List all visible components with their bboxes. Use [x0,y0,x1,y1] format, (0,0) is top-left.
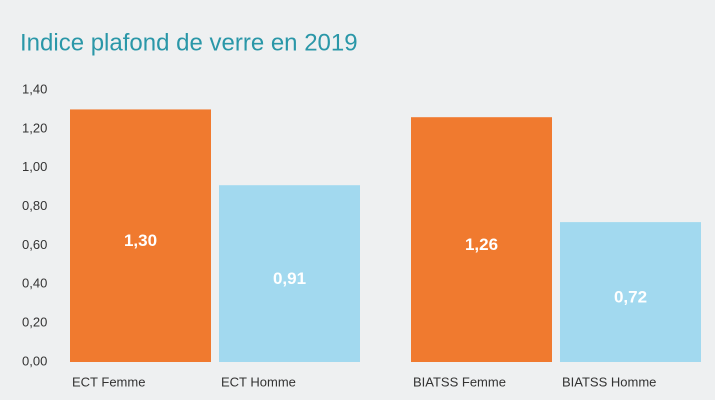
x-tick-label: BIATSS Femme [413,374,506,389]
y-tick-label: 0,00 [22,353,47,368]
bar [411,117,552,362]
x-tick-label: ECT Homme [221,374,296,389]
y-tick-label: 0,60 [22,237,47,252]
y-tick-label: 0,40 [22,276,47,291]
value-label: 1,26 [465,235,498,254]
y-tick-label: 1,00 [22,159,47,174]
chart-title: Indice plafond de verre en 2019 [20,29,358,56]
bar [219,185,360,362]
y-tick-label: 0,20 [22,315,47,330]
y-tick-label: 0,80 [22,198,47,213]
value-label: 0,91 [273,269,306,288]
x-tick-label: ECT Femme [72,374,145,389]
x-tick-label: BIATSS Homme [562,374,656,389]
bar [560,222,701,362]
y-tick-label: 1,40 [22,81,47,96]
bar [70,109,211,362]
y-tick-label: 1,20 [22,120,47,135]
value-label: 0,72 [614,288,647,307]
value-label: 1,30 [124,231,157,250]
